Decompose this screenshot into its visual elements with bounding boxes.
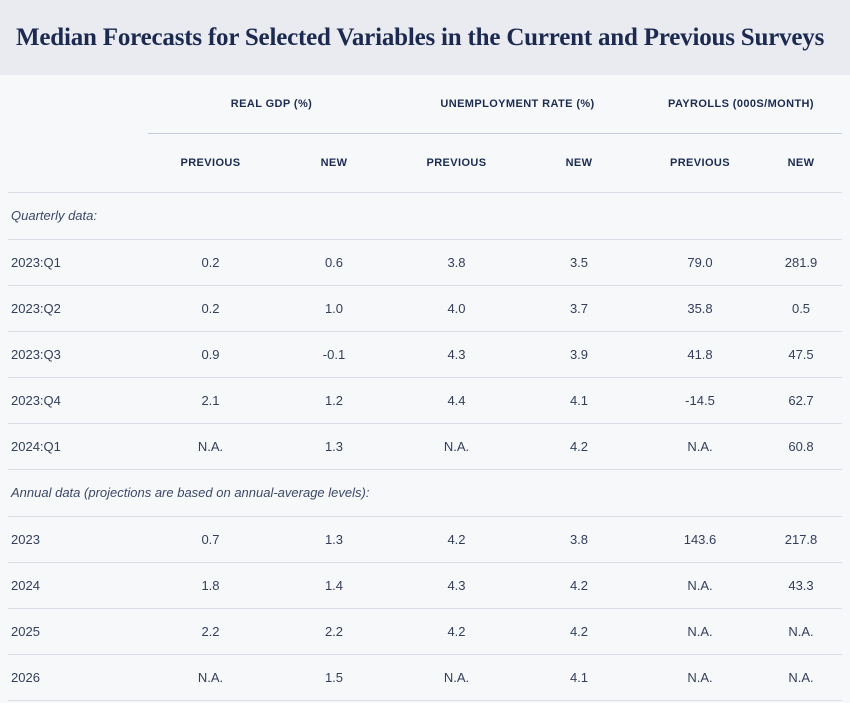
cell-value: 281.9 [760, 239, 843, 286]
cell-value: 4.4 [395, 377, 518, 424]
section-row: Annual data (projections are based on an… [8, 469, 843, 517]
cell-value: 2.1 [148, 377, 273, 424]
sub-header-new: NEW [518, 133, 640, 193]
cell-value: N.A. [395, 654, 518, 701]
cell-value: N.A. [640, 608, 760, 655]
cell-value: 4.2 [518, 562, 640, 609]
row-label: 2025 [8, 608, 148, 655]
sub-header-previous: PREVIOUS [395, 133, 518, 193]
column-group-unemployment-rate: UNEMPLOYMENT RATE (%) [395, 75, 640, 134]
table-row: 2023:Q2 0.2 1.0 4.0 3.7 35.8 0.5 [8, 285, 843, 332]
sub-header-previous: PREVIOUS [640, 133, 760, 193]
forecast-table: REAL GDP (%) UNEMPLOYMENT RATE (%) PAYRO… [8, 75, 843, 701]
row-label: 2023:Q4 [8, 377, 148, 424]
cell-value: 3.7 [518, 285, 640, 332]
cell-value: 0.5 [760, 285, 843, 332]
cell-value: 1.5 [273, 654, 395, 701]
sub-header-new: NEW [273, 133, 395, 193]
cell-value: N.A. [395, 423, 518, 470]
cell-value: N.A. [148, 654, 273, 701]
row-label: 2024 [8, 562, 148, 609]
cell-value: 4.3 [395, 562, 518, 609]
cell-value: 60.8 [760, 423, 843, 470]
sub-header-previous: PREVIOUS [148, 133, 273, 193]
table-row: 2023:Q3 0.9 -0.1 4.3 3.9 41.8 47.5 [8, 331, 843, 378]
cell-value: 41.8 [640, 331, 760, 378]
cell-value: 4.2 [395, 608, 518, 655]
cell-value: 1.4 [273, 562, 395, 609]
cell-value: 2.2 [273, 608, 395, 655]
cell-value: N.A. [640, 654, 760, 701]
table-row: 2023:Q4 2.1 1.2 4.4 4.1 -14.5 62.7 [8, 377, 843, 424]
cell-value: -0.1 [273, 331, 395, 378]
cell-value: 3.8 [395, 239, 518, 286]
sub-header-new: NEW [760, 133, 843, 193]
cell-value: 0.6 [273, 239, 395, 286]
cell-value: 79.0 [640, 239, 760, 286]
section-row: Quarterly data: [8, 192, 843, 240]
table-row: 2025 2.2 2.2 4.2 4.2 N.A. N.A. [8, 608, 843, 655]
cell-value: 2.2 [148, 608, 273, 655]
section-label: Annual data (projections are based on an… [8, 469, 843, 517]
row-label: 2023:Q2 [8, 285, 148, 332]
column-group-payrolls: PAYROLLS (000S/MONTH) [640, 75, 843, 134]
cell-value: 1.3 [273, 516, 395, 563]
table-row: 2024 1.8 1.4 4.3 4.2 N.A. 43.3 [8, 562, 843, 609]
cell-value: 4.1 [518, 377, 640, 424]
cell-value: 4.0 [395, 285, 518, 332]
cell-value: 0.2 [148, 239, 273, 286]
cell-value: 3.8 [518, 516, 640, 563]
cell-value: 4.3 [395, 331, 518, 378]
cell-value: N.A. [760, 654, 843, 701]
row-label: 2023 [8, 516, 148, 563]
cell-value: 1.3 [273, 423, 395, 470]
cell-value: 1.2 [273, 377, 395, 424]
table-body: Quarterly data: 2023:Q1 0.2 0.6 3.8 3.5 79.0 28… [8, 192, 843, 701]
cell-value: 35.8 [640, 285, 760, 332]
title-band: Median Forecasts for Selected Variables … [0, 0, 850, 75]
cell-value: 1.8 [148, 562, 273, 609]
cell-value: 4.1 [518, 654, 640, 701]
cell-value: 3.9 [518, 331, 640, 378]
cell-value: N.A. [640, 562, 760, 609]
sub-header-row: PREVIOUS NEW PREVIOUS NEW PREVIOUS NEW [8, 133, 843, 193]
cell-value: 0.2 [148, 285, 273, 332]
cell-value: 0.9 [148, 331, 273, 378]
cell-value: 3.5 [518, 239, 640, 286]
cell-value: N.A. [148, 423, 273, 470]
table-row: 2023 0.7 1.3 4.2 3.8 143.6 217.8 [8, 516, 843, 563]
cell-value: 62.7 [760, 377, 843, 424]
row-label: 2023:Q3 [8, 331, 148, 378]
cell-value: 143.6 [640, 516, 760, 563]
row-label: 2023:Q1 [8, 239, 148, 286]
column-group-row: REAL GDP (%) UNEMPLOYMENT RATE (%) PAYRO… [8, 75, 843, 134]
cell-value: -14.5 [640, 377, 760, 424]
table-header: REAL GDP (%) UNEMPLOYMENT RATE (%) PAYRO… [8, 75, 843, 193]
cell-value: 217.8 [760, 516, 843, 563]
cell-value: 1.0 [273, 285, 395, 332]
cell-value: 47.5 [760, 331, 843, 378]
table-row: 2024:Q1 N.A. 1.3 N.A. 4.2 N.A. 60.8 [8, 423, 843, 470]
page-title: Median Forecasts for Selected Variables … [16, 23, 825, 51]
cell-value: N.A. [640, 423, 760, 470]
cell-value: 4.2 [518, 423, 640, 470]
row-label: 2026 [8, 654, 148, 701]
row-label: 2024:Q1 [8, 423, 148, 470]
corner-cell [8, 75, 148, 133]
cell-value: 0.7 [148, 516, 273, 563]
cell-value: 4.2 [518, 608, 640, 655]
corner-cell [8, 133, 148, 193]
forecast-table-container: REAL GDP (%) UNEMPLOYMENT RATE (%) PAYRO… [0, 75, 850, 701]
cell-value: N.A. [760, 608, 843, 655]
section-label: Quarterly data: [8, 192, 843, 240]
table-row: 2026 N.A. 1.5 N.A. 4.1 N.A. N.A. [8, 654, 843, 701]
cell-value: 43.3 [760, 562, 843, 609]
table-row: 2023:Q1 0.2 0.6 3.8 3.5 79.0 281.9 [8, 239, 843, 286]
column-group-real-gdp: REAL GDP (%) [148, 75, 395, 134]
cell-value: 4.2 [395, 516, 518, 563]
